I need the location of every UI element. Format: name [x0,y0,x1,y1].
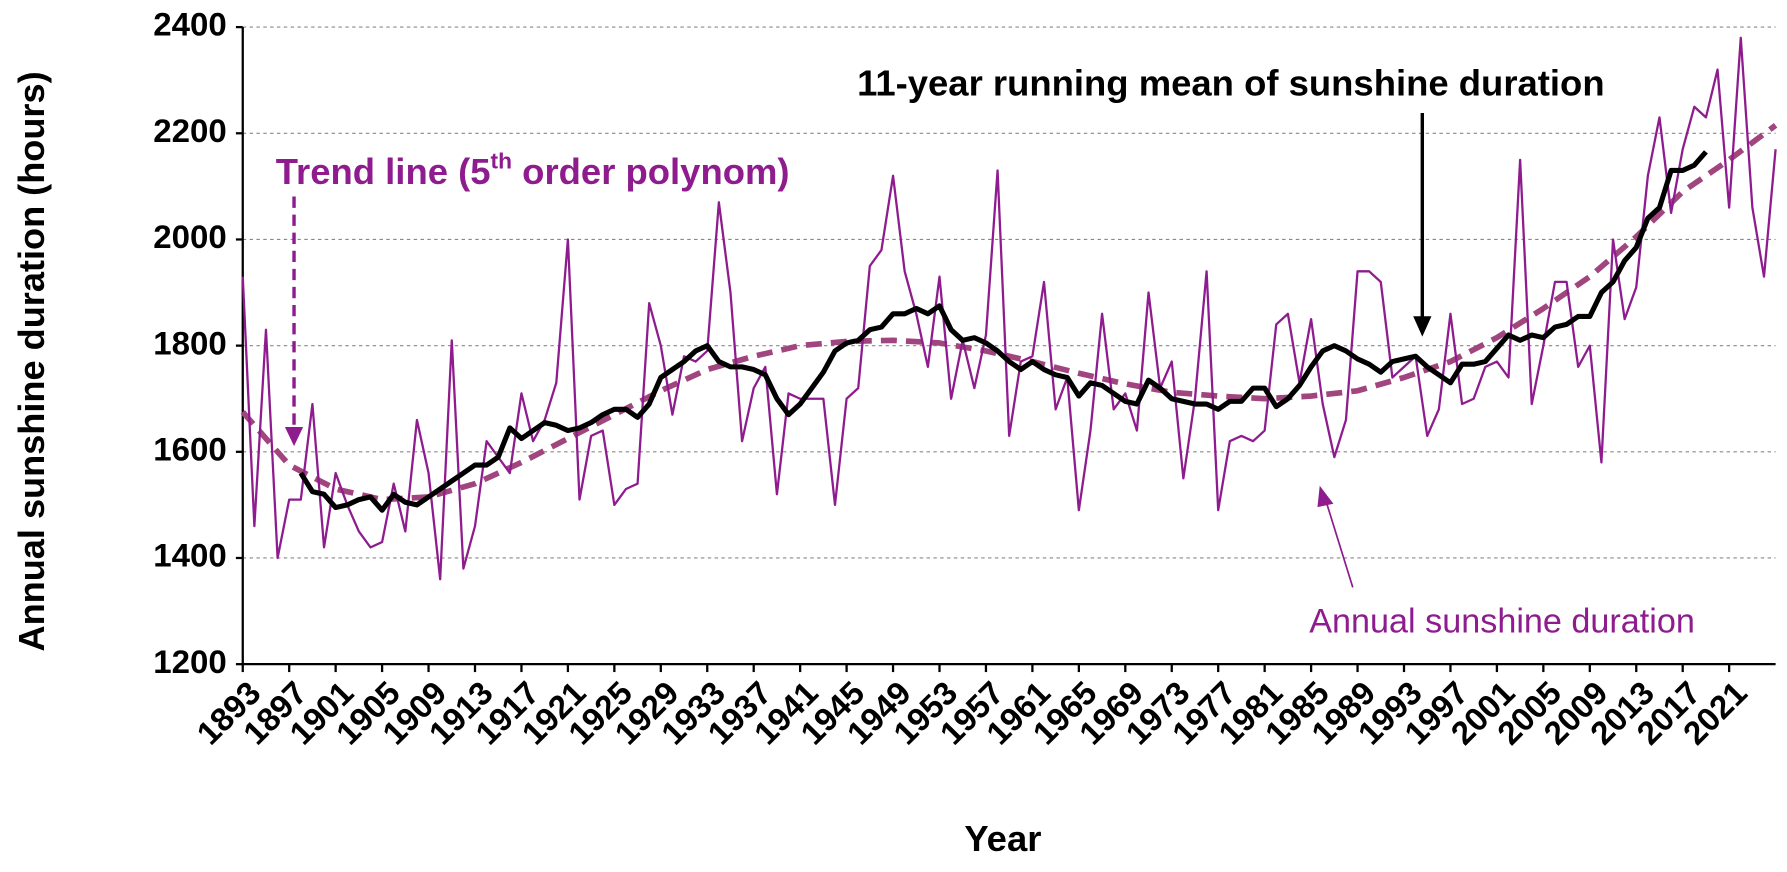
series-line [240,123,1778,503]
y-tick-label: 1800 [153,324,226,361]
arrow-head [1317,485,1334,508]
x-axis-label: Year [964,818,1041,859]
annotation: Annual sunshine duration [1309,603,1695,641]
annotation: 11-year running mean of sunshine duratio… [857,63,1605,104]
y-tick-label: 2400 [153,6,226,43]
annotation: Trend line (5th order polynom) [276,148,790,192]
annotation-part: order polynom) [512,151,790,192]
y-tick-label: 1400 [153,537,226,574]
y-tick-label: 1200 [153,643,226,680]
y-tick-label: 1600 [153,431,226,468]
annotation-part: Trend line (5 [276,151,491,192]
annotation-arrow [1324,499,1354,588]
arrow-head [1413,316,1432,337]
series-line [298,150,1708,513]
y-tick-label: 2200 [153,112,226,149]
arrow-head [284,426,304,447]
y-axis-label: Annual sunshine duration (hours) [11,71,52,651]
y-tick-label: 2000 [153,218,226,255]
annotation-part: th [491,148,513,174]
